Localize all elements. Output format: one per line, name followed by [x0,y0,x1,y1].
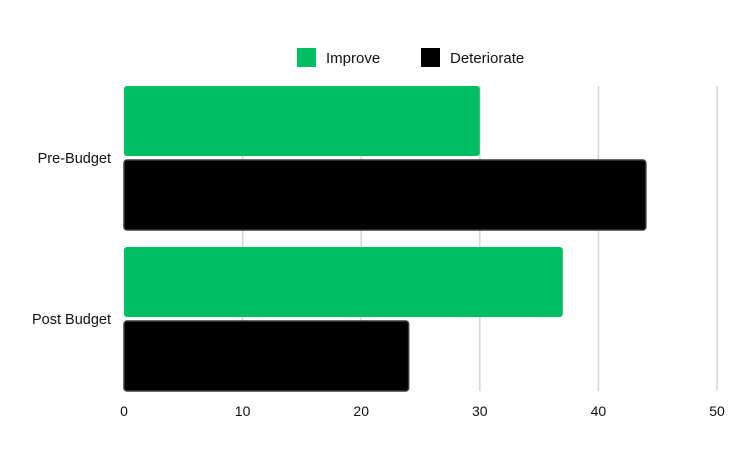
bars [123,86,647,392]
x-tick-labels: 0 10 20 30 40 50 [120,403,725,419]
legend-label-improve: Improve [326,50,380,67]
category-label-pre-budget: Pre-Budget [38,151,111,167]
legend-label-deteriorate: Deteriorate [450,50,524,67]
x-tick-label-40: 40 [591,403,607,419]
x-tick-label-10: 10 [235,403,251,419]
x-tick-label-20: 20 [353,403,369,419]
legend: Improve Deteriorate [297,48,524,67]
category-label-post-budget: Post Budget [32,312,111,328]
x-tick-label-0: 0 [120,403,128,419]
bar-pre-budget-deteriorate [123,159,647,231]
bar-post-budget-deteriorate [123,320,410,392]
legend-swatch-improve [297,48,316,67]
x-tick-label-30: 30 [472,403,488,419]
legend-swatch-deteriorate [421,48,440,67]
bar-pre-budget-improve [124,86,480,156]
category-labels: Pre-Budget Post Budget [32,151,111,328]
bar-post-budget-improve [124,247,563,317]
x-tick-label-50: 50 [709,403,725,419]
